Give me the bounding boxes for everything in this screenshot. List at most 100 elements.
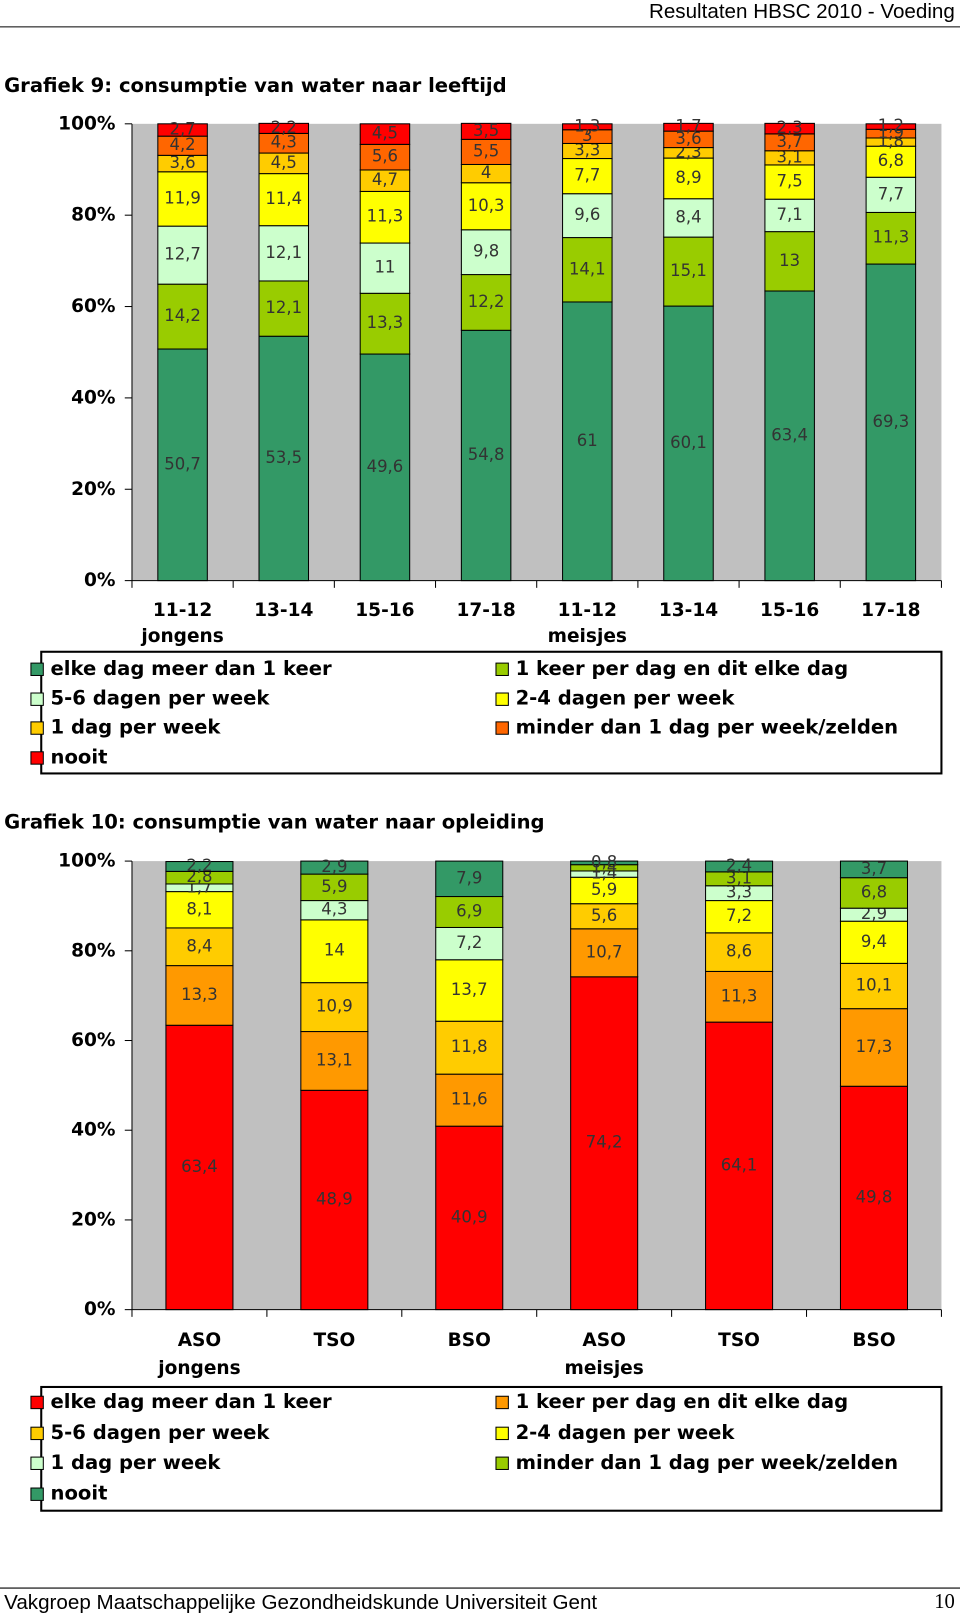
y-tick-label: 80% bbox=[71, 940, 115, 961]
value-label: 0,8 bbox=[591, 852, 617, 871]
bar-segment bbox=[663, 198, 714, 238]
legend-label: minder dan 1 dag per week/zelden bbox=[516, 716, 898, 739]
legend-swatch bbox=[30, 1395, 44, 1410]
bar-segment bbox=[460, 274, 512, 331]
value-label: 15,1 bbox=[670, 261, 707, 280]
bar-segment bbox=[570, 860, 639, 866]
bar-segment bbox=[165, 965, 234, 1026]
x-tick-label: 15-16 bbox=[760, 600, 819, 621]
y-tick-label: 0% bbox=[84, 1299, 116, 1320]
legend-label: nooit bbox=[51, 745, 108, 768]
value-label: 5,9 bbox=[321, 877, 347, 896]
value-label: 40,9 bbox=[451, 1207, 488, 1226]
legend-swatch bbox=[30, 751, 44, 765]
value-label: 11,8 bbox=[451, 1037, 488, 1056]
legend-swatch bbox=[495, 1456, 509, 1470]
legend-box bbox=[40, 650, 943, 775]
bar-segment bbox=[435, 1020, 504, 1075]
value-label: 3,1 bbox=[726, 868, 752, 887]
value-label: 7,5 bbox=[777, 172, 803, 191]
y-tick-label: 40% bbox=[71, 387, 115, 408]
legend-label: 1 dag per week bbox=[51, 716, 222, 739]
category-group-label: jongens bbox=[140, 626, 223, 647]
value-label: 2,3 bbox=[777, 118, 803, 137]
x-tick-label: 13-14 bbox=[659, 600, 718, 621]
x-tick-label: TSO bbox=[313, 1330, 355, 1351]
bar-segment bbox=[258, 173, 310, 227]
value-label: 2,2 bbox=[271, 118, 297, 137]
x-tick-label: 13-14 bbox=[254, 600, 313, 621]
plot-area bbox=[131, 861, 942, 1310]
x-tick-label: 15-16 bbox=[355, 600, 414, 621]
x-tick-label: 17-18 bbox=[456, 600, 515, 621]
value-label: 2,9 bbox=[321, 857, 347, 876]
value-label: 4 bbox=[481, 163, 491, 182]
value-label: 1,3 bbox=[574, 116, 600, 135]
chart-title: Grafiek 9: consumptie van water naar lee… bbox=[4, 74, 507, 97]
value-label: 2,2 bbox=[186, 856, 212, 875]
bar-segment bbox=[865, 211, 917, 265]
value-label: 1,2 bbox=[878, 116, 904, 135]
value-label: 12,2 bbox=[468, 292, 505, 311]
legend-swatch bbox=[495, 1395, 509, 1410]
bar-segment bbox=[165, 861, 234, 872]
bar-segment bbox=[865, 176, 917, 213]
bar-segment bbox=[764, 290, 815, 582]
bar-segment bbox=[460, 122, 512, 140]
value-label: 3 bbox=[582, 126, 593, 145]
bar-segment bbox=[157, 171, 208, 227]
bar-segment bbox=[562, 301, 613, 582]
value-label: 8,4 bbox=[186, 936, 212, 955]
bar-segment bbox=[435, 1073, 504, 1127]
page-number: 10 bbox=[934, 1591, 955, 1613]
x-tick-label: TSO bbox=[718, 1330, 760, 1351]
value-label: 10,9 bbox=[316, 997, 353, 1016]
bar-segment bbox=[258, 335, 310, 582]
legend-swatch bbox=[495, 662, 509, 676]
y-tick-label: 40% bbox=[71, 1120, 115, 1141]
bar-segment bbox=[865, 123, 917, 130]
category-group-label: meisjes bbox=[548, 626, 627, 647]
legend-label: 5-6 dagen per week bbox=[51, 1421, 271, 1444]
plot-area bbox=[131, 123, 942, 581]
legend-label: 2-4 dagen per week bbox=[516, 1421, 736, 1444]
value-label: 4,2 bbox=[169, 135, 195, 154]
value-label: 14 bbox=[324, 941, 345, 960]
bar-segment bbox=[562, 123, 613, 131]
y-tick-label: 20% bbox=[71, 1209, 115, 1230]
value-label: 7,9 bbox=[456, 868, 482, 887]
y-tick-label: 80% bbox=[71, 205, 115, 226]
bar-segment bbox=[570, 976, 639, 1311]
value-label: 9,8 bbox=[473, 242, 499, 261]
value-label: 11,3 bbox=[721, 986, 758, 1005]
value-label: 8,1 bbox=[186, 899, 212, 918]
bar-segment bbox=[705, 932, 774, 972]
value-label: 3,3 bbox=[726, 883, 752, 902]
value-label: 11,3 bbox=[872, 228, 909, 247]
value-label: 4,5 bbox=[372, 124, 398, 143]
legend-swatch bbox=[495, 1426, 509, 1441]
value-label: 2,4 bbox=[726, 856, 752, 875]
bar-segment bbox=[839, 920, 909, 964]
value-label: 7,7 bbox=[574, 166, 600, 185]
bar-segment bbox=[300, 1089, 369, 1311]
category-group-label: meisjes bbox=[565, 1358, 644, 1379]
value-label: 2,8 bbox=[186, 867, 212, 886]
value-label: 11,6 bbox=[451, 1090, 488, 1109]
bar-segment bbox=[764, 198, 815, 233]
category-group-label: jongens bbox=[157, 1358, 240, 1379]
bar-segment bbox=[663, 122, 714, 132]
bar-segment bbox=[435, 860, 504, 898]
value-label: 6,8 bbox=[878, 151, 904, 170]
value-label: 54,8 bbox=[468, 445, 505, 464]
value-label: 4,3 bbox=[321, 900, 347, 919]
legend-label: 1 dag per week bbox=[51, 1451, 222, 1474]
bar-segment bbox=[300, 982, 369, 1033]
value-label: 17,3 bbox=[856, 1037, 893, 1056]
value-label: 5,6 bbox=[591, 906, 617, 925]
legend-label: elke dag meer dan 1 keer bbox=[51, 657, 333, 680]
bar-segment bbox=[460, 182, 512, 231]
value-label: 10,1 bbox=[856, 976, 893, 995]
bar-segment bbox=[435, 896, 504, 928]
